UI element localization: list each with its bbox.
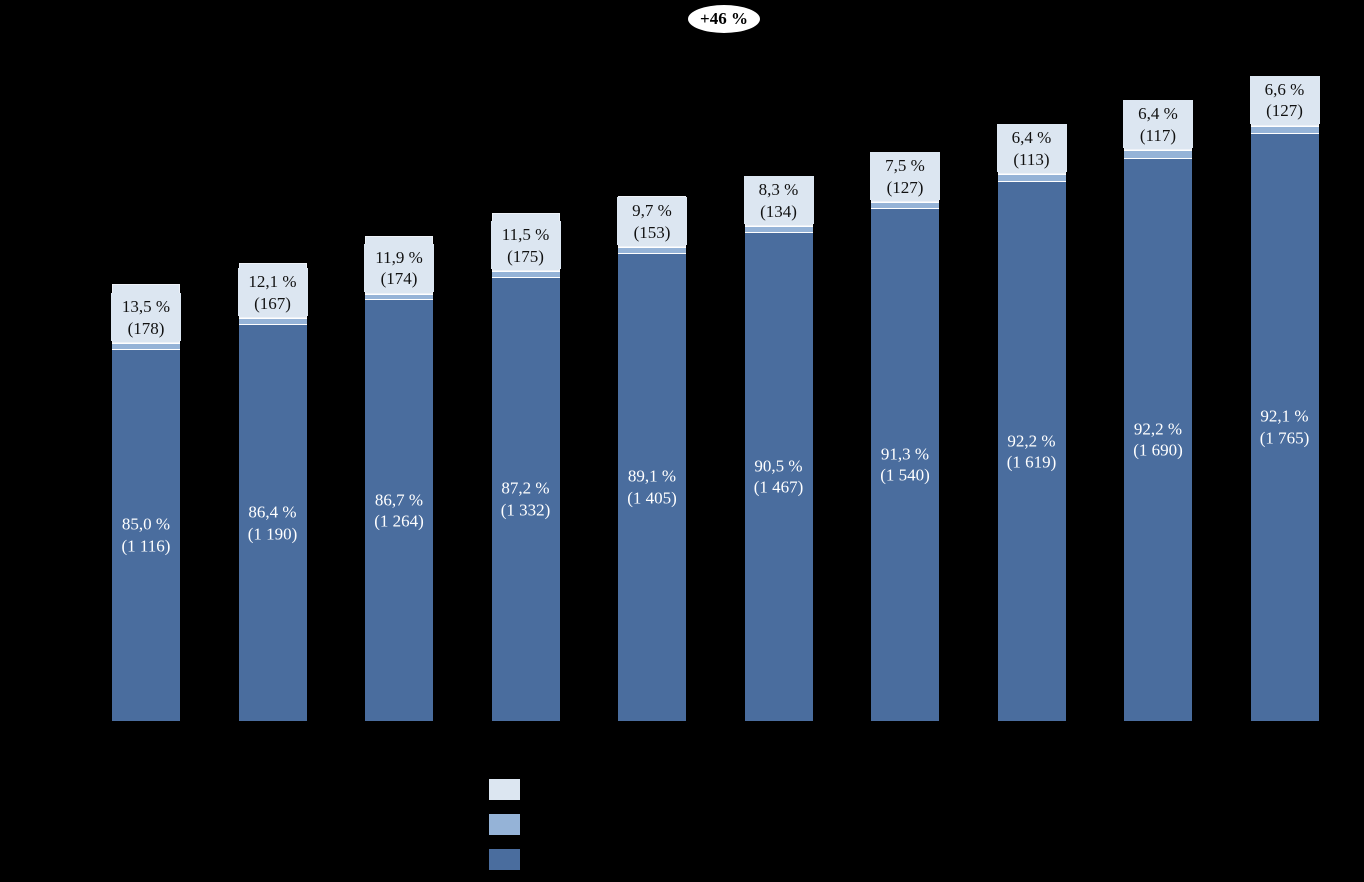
segment-top: 7,5 % (127) [870,152,940,202]
segment-top-label: 7,5 % (127) [870,152,940,200]
segment-top: 13,5 % (178) [111,283,181,344]
segment-bottom: 92,2 % (1 619) [997,182,1066,721]
segment-top-label: 13,5 % (178) [111,293,181,342]
segment-middle [871,202,939,209]
segment-top-label: 6,4 % (113) [996,124,1067,173]
segment-bottom-label: 92,2 % (1 690) [1133,419,1183,460]
segment-middle [997,174,1066,183]
stacked-bar: 12,1 % (167) 86,4 % (1 190) [237,262,308,721]
legend-swatch-middle-series [489,814,520,835]
segment-top: 11,5 % (175) [490,212,561,272]
segment-bottom-label: 87,2 % (1 332) [500,478,551,520]
segment-top-label: 11,9 % (174) [364,243,434,292]
segment-bottom-label: 90,5 % (1 467) [753,456,804,497]
segment-bottom: 92,2 % (1 690) [1124,158,1192,721]
stacked-bar: 13,5 % (178) 85,0 % (1 116) [111,283,181,721]
segment-bottom: 86,7 % (1 264) [365,300,433,721]
growth-annotation-label: +46 % [700,9,748,28]
stacked-bar: 11,5 % (175) 87,2 % (1 332) [490,212,561,721]
stacked-bar: 6,6 % (127) 92,1 % (1 765) [1249,75,1320,721]
segment-top: 8,3 % (134) [743,176,814,227]
segment-top: 6,4 % (117) [1123,100,1193,151]
segment-middle [744,226,813,233]
segment-middle [112,343,180,350]
segment-middle [1250,125,1319,134]
segment-top: 6,6 % (127) [1249,75,1320,126]
segment-bottom: 91,3 % (1 540) [871,208,939,721]
legend-swatch-top-series [489,779,520,800]
stacked-bar: 6,4 % (117) 92,2 % (1 690) [1123,100,1193,721]
segment-bottom-label: 86,7 % (1 264) [374,490,424,531]
segment-bottom-label: 91,3 % (1 540) [880,444,930,485]
segment-top: 6,4 % (113) [996,124,1067,175]
segment-top-label: 8,3 % (134) [743,176,814,225]
stacked-bar: 11,9 % (174) 86,7 % (1 264) [364,235,434,721]
segment-bottom: 89,1 % (1 405) [618,253,686,721]
segment-top-label: 6,4 % (117) [1123,100,1193,149]
segment-middle [1124,150,1192,159]
stacked-bar: 9,7 % (153) 89,1 % (1 405) [617,196,687,721]
segment-middle [365,293,433,301]
segment-middle [238,318,307,326]
segment-bottom: 87,2 % (1 332) [491,277,560,721]
segment-bottom: 85,0 % (1 116) [112,349,180,721]
stacked-bar: 6,4 % (113) 92,2 % (1 619) [996,124,1067,721]
segment-top-label: 9,7 % (153) [617,197,687,246]
segment-top: 9,7 % (153) [617,196,687,248]
stacked-bar: 7,5 % (127) 91,3 % (1 540) [870,152,940,721]
segment-bottom: 92,1 % (1 765) [1250,133,1319,721]
segment-bottom: 90,5 % (1 467) [744,232,813,721]
growth-annotation: +46 % [687,4,761,34]
segment-bottom-label: 86,4 % (1 190) [247,502,298,544]
segment-top-label: 11,5 % (175) [490,221,561,270]
segment-bottom-label: 85,0 % (1 116) [121,514,171,556]
legend [489,779,520,870]
segment-top: 11,9 % (174) [364,235,434,294]
segment-bottom-label: 92,1 % (1 765) [1259,406,1310,448]
segment-top: 12,1 % (167) [237,262,308,319]
segment-middle [618,247,686,254]
segment-top-label: 12,1 % (167) [237,268,308,317]
segment-middle [491,271,560,278]
legend-swatch-bottom-series [489,849,520,870]
segment-bottom-label: 92,2 % (1 619) [1006,431,1057,472]
stacked-bar: 8,3 % (134) 90,5 % (1 467) [743,176,814,721]
segment-bottom-label: 89,1 % (1 405) [627,466,677,508]
segment-top-label: 6,6 % (127) [1249,75,1320,124]
segment-bottom: 86,4 % (1 190) [238,325,307,721]
